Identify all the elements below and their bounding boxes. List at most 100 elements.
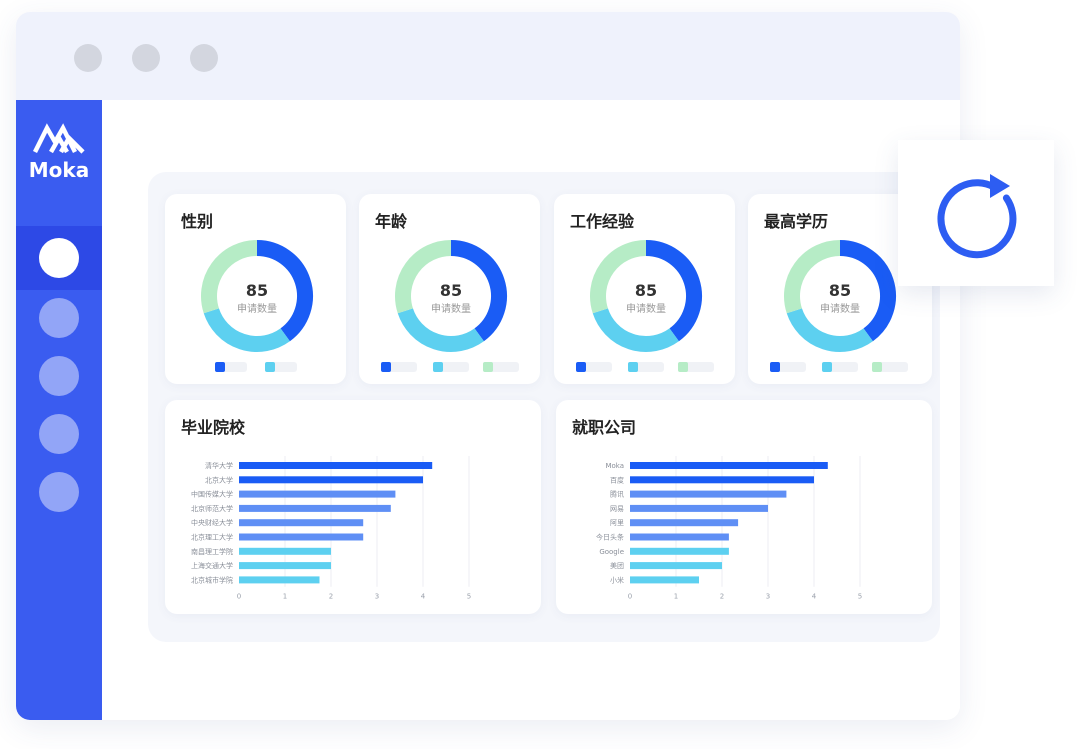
y-category-label: Google xyxy=(599,548,624,556)
donut-slice xyxy=(395,240,452,314)
bar xyxy=(239,519,364,527)
bar-chart: 0 1 2 3 4 5 清华大学北京大学中国传媒大学北京师范大学中央财经大学北京理工大学南昌… xyxy=(191,456,471,601)
card-work-experience: 工作经验 85 申请数量 xyxy=(554,194,735,384)
legend-swatch xyxy=(483,362,493,372)
x-tick-label: 0 xyxy=(628,593,632,601)
nav-item-4[interactable] xyxy=(39,414,79,454)
card-employer: 就职公司 0 1 2 3 4 5 Moka 百度 腾讯 网易 阿里 今日头条 Google 美团 小米 xyxy=(556,400,932,614)
legend-swatch xyxy=(628,362,638,372)
legend-item xyxy=(381,362,417,372)
x-tick-label: 1 xyxy=(674,593,678,601)
card-graduate-school: 毕业院校 0 1 2 3 4 5 清华大学 北京大学 中国传媒大学 北京师范大学 中央财经大学 北京理… xyxy=(165,400,541,614)
bar xyxy=(239,490,396,498)
brand-logo[interactable]: Moka xyxy=(16,122,102,182)
y-category-label: 中国传媒大学 xyxy=(191,490,233,499)
bar xyxy=(239,533,364,541)
donut-center-label: 申请数量 xyxy=(820,302,860,315)
x-tick-label: 5 xyxy=(858,593,862,601)
bar xyxy=(630,476,814,484)
donut-chart: 85 申请数量 xyxy=(590,240,702,352)
nav-item-2[interactable] xyxy=(39,298,79,338)
x-tick-label: 1 xyxy=(283,593,287,601)
sidebar: Moka xyxy=(16,100,102,720)
nav-item-1[interactable] xyxy=(39,238,79,278)
bar xyxy=(630,562,722,570)
y-category-label: 小米 xyxy=(610,575,624,584)
window-control-dot[interactable] xyxy=(132,44,160,72)
x-tick-label: 5 xyxy=(467,593,471,601)
bar xyxy=(239,562,331,570)
bar xyxy=(239,476,423,484)
bar xyxy=(239,462,433,469)
card-education: 最高学历 85 申请数量 xyxy=(748,194,932,384)
legend-item xyxy=(576,362,612,372)
card-title: 年龄 xyxy=(375,212,408,231)
donut-center-value: 85 xyxy=(246,281,268,300)
legend xyxy=(165,362,346,374)
y-category-label: 上海交通大学 xyxy=(191,561,233,570)
donut-slice xyxy=(786,307,873,352)
bar xyxy=(630,519,739,527)
y-category-label: 腾讯 xyxy=(610,490,624,499)
legend-swatch xyxy=(381,362,391,372)
donut-slice xyxy=(203,307,290,352)
legend-item xyxy=(678,362,714,372)
legend-swatch xyxy=(265,362,275,372)
donut-slice xyxy=(201,240,258,314)
y-category-label: 北京理工大学 xyxy=(191,533,233,542)
y-category-label: 清华大学 xyxy=(205,461,233,470)
y-category-label: 北京师范大学 xyxy=(191,504,233,513)
donut-slice xyxy=(592,307,679,352)
y-category-label: 北京城市学院 xyxy=(191,575,233,584)
legend-item xyxy=(628,362,664,372)
legend xyxy=(748,362,932,374)
bar xyxy=(630,547,729,555)
y-category-label: 北京大学 xyxy=(205,475,233,484)
legend xyxy=(554,362,735,374)
donut-chart: 85 申请数量 xyxy=(784,240,896,352)
bar xyxy=(239,576,320,584)
legend-swatch xyxy=(433,362,443,372)
legend-swatch xyxy=(576,362,586,372)
legend-item xyxy=(483,362,519,372)
x-tick-label: 4 xyxy=(812,593,817,601)
card-title: 工作经验 xyxy=(570,212,635,231)
window-control-dot[interactable] xyxy=(190,44,218,72)
donut-slice xyxy=(397,307,484,352)
refresh-button[interactable] xyxy=(898,140,1054,286)
donut-center-label: 申请数量 xyxy=(626,302,666,315)
y-category-label: 网易 xyxy=(610,505,624,513)
legend-item xyxy=(215,362,247,372)
x-tick-label: 4 xyxy=(421,593,426,601)
refresh-icon xyxy=(937,174,1017,259)
donut-chart: 85 申请数量 xyxy=(395,240,507,352)
brand-name: Moka xyxy=(28,158,90,182)
card-title: 性别 xyxy=(181,212,214,231)
legend-item xyxy=(433,362,469,372)
legend-swatch xyxy=(822,362,832,372)
bar xyxy=(239,547,331,555)
donut-slice xyxy=(839,240,896,342)
window-control-dot[interactable] xyxy=(74,44,102,72)
donut-slice xyxy=(256,240,313,342)
legend-item xyxy=(822,362,858,372)
card-age: 年龄 85 申请数量 xyxy=(359,194,540,384)
card-title: 就职公司 xyxy=(572,418,637,437)
moka-logo-icon xyxy=(32,123,85,154)
y-category-label: 南昌理工学院 xyxy=(191,547,233,556)
legend-swatch xyxy=(215,362,225,372)
bar xyxy=(630,490,787,498)
x-tick-label: 2 xyxy=(720,593,724,601)
legend-item xyxy=(770,362,806,372)
donut-slice xyxy=(450,240,507,342)
legend-item xyxy=(265,362,297,372)
bar xyxy=(239,504,391,512)
nav-item-5[interactable] xyxy=(39,472,79,512)
donut-center-label: 申请数量 xyxy=(431,302,471,315)
nav-item-3[interactable] xyxy=(39,356,79,396)
legend-swatch xyxy=(770,362,780,372)
donut-chart: 85 申请数量 xyxy=(201,240,313,352)
donut-slice xyxy=(784,240,841,314)
donut-center-value: 85 xyxy=(829,281,851,300)
